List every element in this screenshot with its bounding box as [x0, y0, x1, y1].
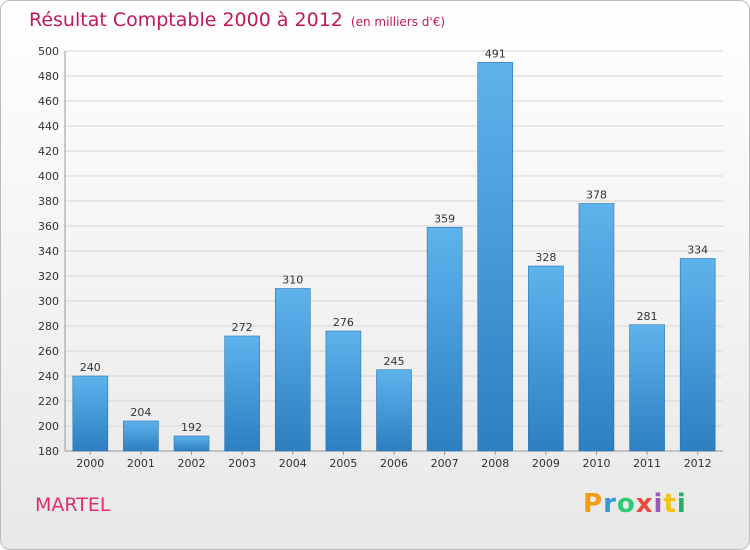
value-label-2010: 378 — [586, 189, 607, 202]
value-label-2011: 281 — [637, 310, 658, 323]
y-tick-label: 300 — [38, 295, 59, 308]
y-tick-label: 180 — [38, 445, 59, 458]
logo-letter: i — [653, 489, 664, 519]
bar-2004 — [274, 288, 311, 452]
x-tick-label-2009: 2009 — [532, 457, 560, 470]
y-tick-label: 500 — [38, 45, 59, 58]
value-label-2004: 310 — [282, 274, 303, 287]
x-tick-label-2006: 2006 — [380, 457, 408, 470]
x-tick-label-2000: 2000 — [76, 457, 104, 470]
x-tick-label-2001: 2001 — [127, 457, 155, 470]
x-tick-label-2008: 2008 — [481, 457, 509, 470]
x-tick-label-2003: 2003 — [228, 457, 256, 470]
y-tick-label: 440 — [38, 120, 59, 133]
x-tick-label-2005: 2005 — [329, 457, 357, 470]
bars — [72, 61, 716, 452]
bar-2006 — [376, 369, 412, 452]
y-tick-label: 360 — [38, 220, 59, 233]
x-tick-label-2002: 2002 — [178, 457, 206, 470]
bar-2009 — [528, 265, 564, 452]
logo-letter: o — [616, 489, 636, 519]
x-tick-label-2011: 2011 — [633, 457, 661, 470]
logo-letter: x — [635, 489, 654, 519]
chart-title: Résultat Comptable 2000 à 2012 (en millie… — [29, 9, 445, 31]
value-label-2000: 240 — [80, 361, 101, 374]
bar-2012 — [679, 258, 716, 452]
bar-2002 — [173, 435, 210, 452]
proxiti-logo: Proxiti — [583, 489, 687, 519]
y-tick-label: 460 — [38, 95, 59, 108]
x-tick-label-2010: 2010 — [582, 457, 610, 470]
value-label-2012: 334 — [687, 244, 708, 257]
labels: 240 2000 204 2001 192 2002 272 2003 310 2004 276 20… — [76, 47, 711, 470]
title-unit: (en milliers d'€) — [350, 15, 446, 29]
value-label-2007: 359 — [434, 212, 455, 225]
logo-letter: P — [583, 489, 604, 519]
value-label-2003: 272 — [232, 321, 253, 334]
y-tick-label: 260 — [38, 345, 59, 358]
y-tick-label: 220 — [38, 395, 59, 408]
x-tick-label-2007: 2007 — [431, 457, 459, 470]
value-label-2009: 328 — [535, 251, 556, 264]
bar-2003 — [224, 335, 260, 452]
value-label-2006: 245 — [384, 355, 405, 368]
bar-2000 — [72, 375, 109, 452]
x-tick-label-2004: 2004 — [279, 457, 307, 470]
bar-2008 — [477, 61, 514, 452]
bar-2005 — [325, 330, 362, 452]
logo-letter: r — [603, 489, 617, 519]
y-tick-label: 200 — [38, 420, 59, 433]
title-text: Résultat Comptable 2000 à 2012 — [29, 9, 343, 31]
value-label-2002: 192 — [181, 421, 202, 434]
value-label-2005: 276 — [333, 316, 354, 329]
y-tick-label: 420 — [38, 145, 59, 158]
logo-letter: t — [663, 489, 677, 519]
y-tick-label: 340 — [38, 245, 59, 258]
y-tick-label: 480 — [38, 70, 59, 83]
bar-2010 — [578, 203, 615, 452]
bar-2011 — [629, 324, 665, 452]
y-tick-label: 280 — [38, 320, 59, 333]
x-tick-label-2012: 2012 — [684, 457, 712, 470]
y-tick-label: 400 — [38, 170, 59, 183]
y-tick-label: 380 — [38, 195, 59, 208]
bar-2001 — [123, 420, 159, 452]
value-label-2008: 491 — [485, 47, 506, 60]
logo-letter: i — [676, 489, 687, 519]
commune-name: MARTEL — [35, 494, 111, 516]
value-label-2001: 204 — [130, 406, 151, 419]
y-tick-label: 320 — [38, 270, 59, 283]
bar-2007 — [426, 226, 463, 452]
y-tick-label: 240 — [38, 370, 59, 383]
